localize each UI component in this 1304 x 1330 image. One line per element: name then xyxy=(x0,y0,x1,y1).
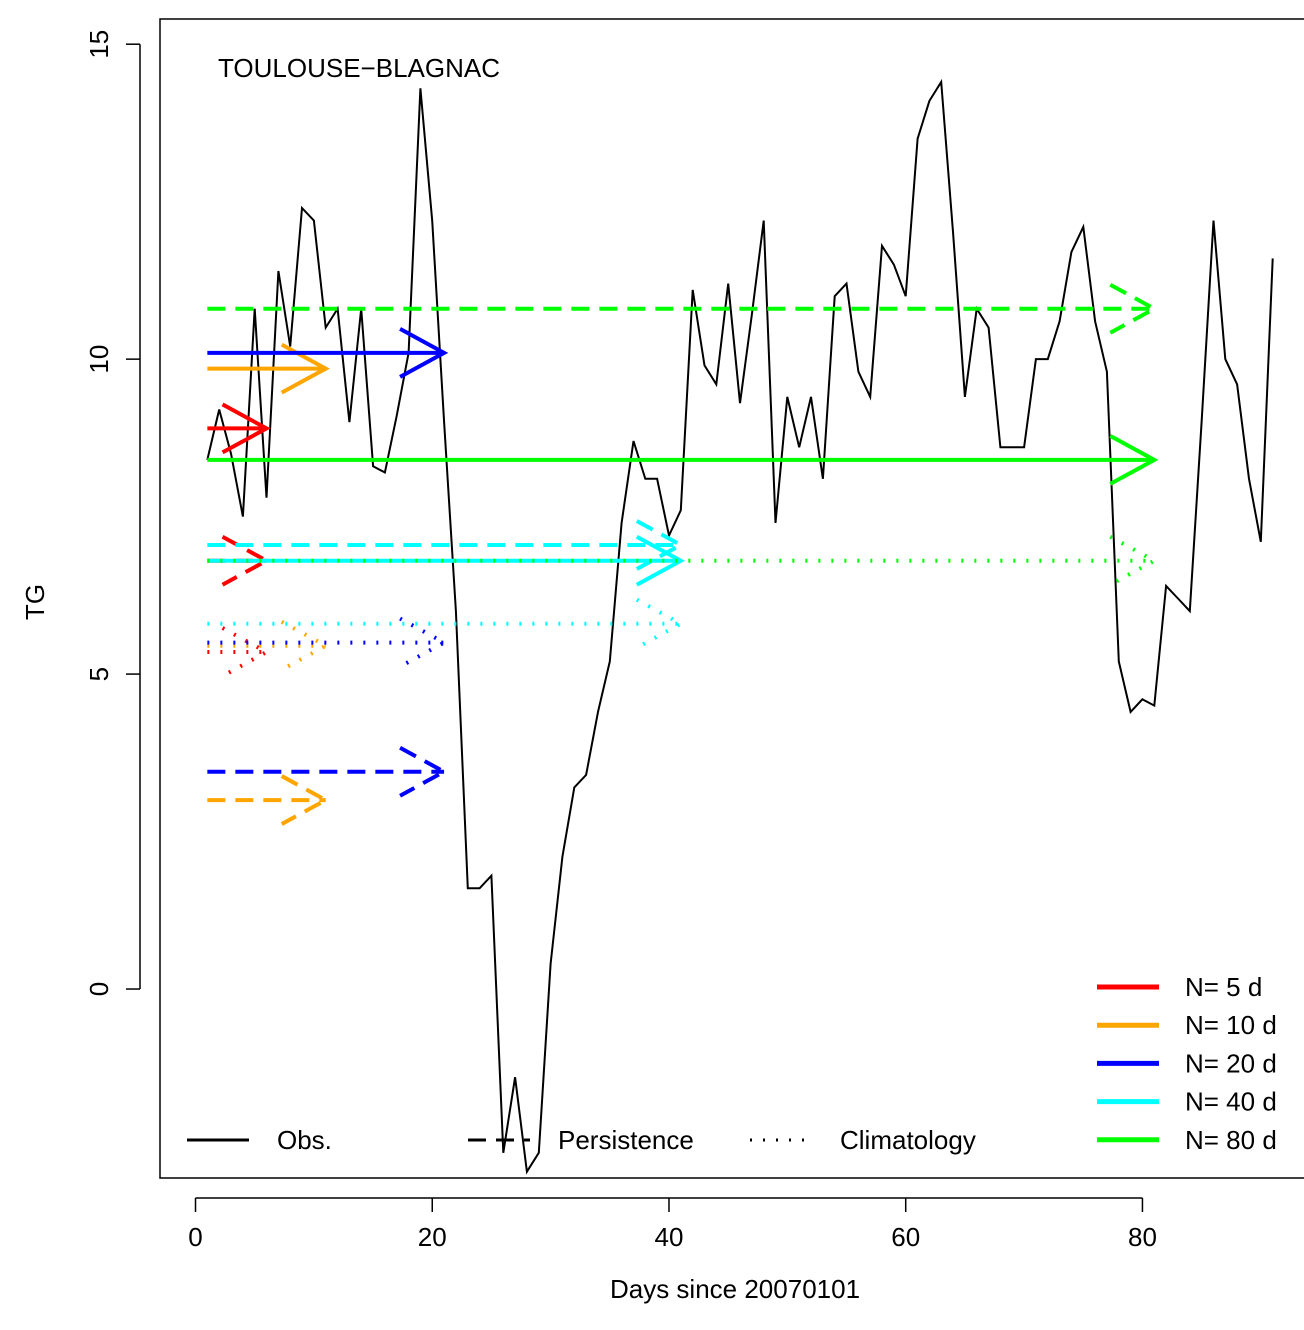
arrow-head xyxy=(1109,434,1159,486)
legend-window-item: N= 20 d xyxy=(1097,1048,1277,1078)
legend-window-label: N= 80 d xyxy=(1185,1125,1277,1155)
y-axis-label: TG xyxy=(20,584,50,620)
forecast-arrow-10d-climatology xyxy=(207,619,330,672)
forecast-arrow-20d-climatology xyxy=(207,616,449,669)
legend-method-item: Climatology xyxy=(750,1125,976,1155)
legend-method-label: Obs. xyxy=(277,1125,332,1155)
x-tick-label: 80 xyxy=(1128,1222,1157,1252)
arrow-head xyxy=(280,774,330,826)
arrow-head xyxy=(635,534,685,587)
arrow-layer xyxy=(207,282,1159,826)
axis-layer: 0 20 40 60 80 0 5 10 15 xyxy=(84,30,1157,1252)
forecast-arrow-80d-climatology xyxy=(207,534,1159,587)
arrow-head xyxy=(399,745,449,798)
arrow-head xyxy=(635,597,685,650)
legend-method-label: Persistence xyxy=(558,1125,694,1155)
legend-window-label: N= 40 d xyxy=(1185,1087,1277,1117)
legend-window-item: N= 40 d xyxy=(1097,1087,1277,1117)
forecast-arrow-40d-climatology xyxy=(207,597,685,650)
forecast-arrow-40d-persistence xyxy=(207,519,685,571)
arrow-head xyxy=(280,619,330,672)
legend-window-label: N= 5 d xyxy=(1185,972,1262,1002)
forecast-arrow-5d-obs xyxy=(207,402,271,455)
legend-windows: N= 5 d N= 10 d N= 20 d N= 40 d N= 80 d xyxy=(1097,972,1277,1155)
y-tick-label: 15 xyxy=(84,30,114,59)
x-tick-label: 40 xyxy=(655,1222,684,1252)
legend-window-label: N= 10 d xyxy=(1185,1010,1277,1040)
forecast-arrow-20d-obs xyxy=(207,327,449,379)
arrow-head xyxy=(399,616,449,669)
legend-methods: Obs. Persistence Climatology xyxy=(187,1125,976,1155)
forecast-arrow-80d-persistence xyxy=(207,282,1159,335)
arrow-head xyxy=(635,519,685,571)
forecast-arrow-80d-obs xyxy=(207,434,1159,486)
legend-window-item: N= 10 d xyxy=(1097,1010,1277,1040)
arrow-head xyxy=(1109,282,1159,335)
y-tick-label: 10 xyxy=(84,345,114,374)
x-tick-label: 0 xyxy=(188,1222,202,1252)
y-tick-label: 5 xyxy=(84,667,114,681)
x-tick-label: 60 xyxy=(891,1222,920,1252)
legend-method-item: Persistence xyxy=(468,1125,694,1155)
legend-window-label: N= 20 d xyxy=(1185,1048,1277,1078)
arrow-head xyxy=(399,327,449,379)
obs-series-line xyxy=(206,78,1274,1175)
legend-window-item: N= 5 d xyxy=(1097,972,1262,1002)
obs-layer xyxy=(206,78,1274,1175)
y-tick-label: 0 xyxy=(84,982,114,996)
legend-method-label: Climatology xyxy=(840,1125,976,1155)
x-axis-label: Days since 20070101 xyxy=(610,1274,860,1304)
forecast-arrow-5d-climatology xyxy=(207,626,271,678)
x-tick-label: 20 xyxy=(418,1222,447,1252)
forecast-arrow-20d-persistence xyxy=(207,745,449,798)
plot-frame xyxy=(159,18,1304,1179)
legend-method-item: Obs. xyxy=(187,1125,332,1155)
chart-title: TOULOUSE−BLAGNAC xyxy=(218,53,500,83)
forecast-arrow-10d-persistence xyxy=(207,774,330,826)
legend-window-item: N= 80 d xyxy=(1097,1125,1277,1155)
arrow-head xyxy=(221,402,271,455)
